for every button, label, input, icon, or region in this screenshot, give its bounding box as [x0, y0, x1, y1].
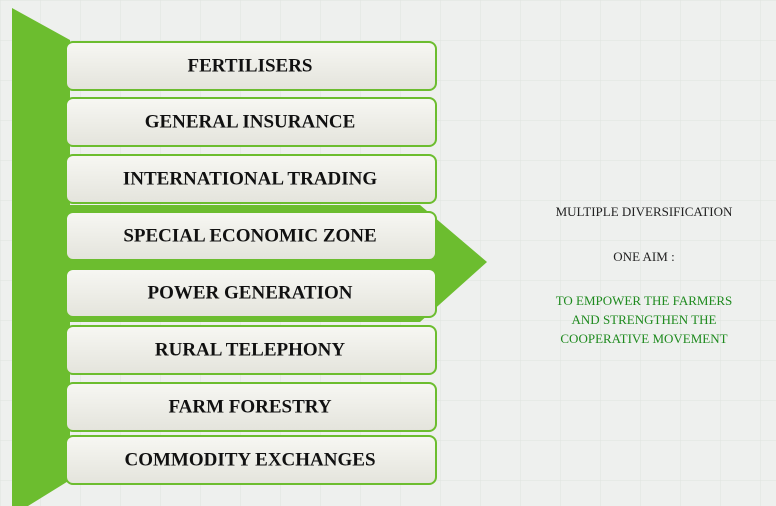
aim-line: COOPERATIVE MOVEMENT [560, 331, 727, 346]
aim-label: ONE AIM : [613, 249, 674, 264]
item-box [65, 211, 437, 261]
item-label: INTERNATIONAL TRADING [123, 168, 377, 189]
item-label: SPECIAL ECONOMIC ZONE [123, 225, 376, 246]
aim-line: AND STRENGTHEN THE [572, 312, 717, 327]
item-box [65, 41, 437, 91]
item-label: FERTILISERS [188, 55, 313, 76]
item: GENERAL INSURANCE [65, 97, 437, 147]
item-label: FARM FORESTRY [168, 396, 331, 417]
item: RURAL TELEPHONY [65, 325, 437, 375]
item: SPECIAL ECONOMIC ZONE [65, 211, 437, 261]
item: COMMODITY EXCHANGES [65, 435, 437, 485]
item-box [65, 268, 437, 318]
item: FERTILISERS [65, 41, 437, 91]
headline: MULTIPLE DIVERSIFICATION [556, 204, 733, 219]
item-box [65, 325, 437, 375]
item: FARM FORESTRY [65, 382, 437, 432]
item: POWER GENERATION [65, 268, 437, 318]
item-box [65, 97, 437, 147]
item-label: COMMODITY EXCHANGES [124, 449, 375, 470]
item-label: POWER GENERATION [148, 282, 353, 303]
item-label: RURAL TELEPHONY [155, 339, 345, 360]
item-box [65, 382, 437, 432]
aim-line: TO EMPOWER THE FARMERS [556, 293, 733, 308]
item-box [65, 435, 437, 485]
item-box [65, 154, 437, 204]
item-label: GENERAL INSURANCE [145, 111, 356, 132]
item: INTERNATIONAL TRADING [65, 154, 437, 204]
